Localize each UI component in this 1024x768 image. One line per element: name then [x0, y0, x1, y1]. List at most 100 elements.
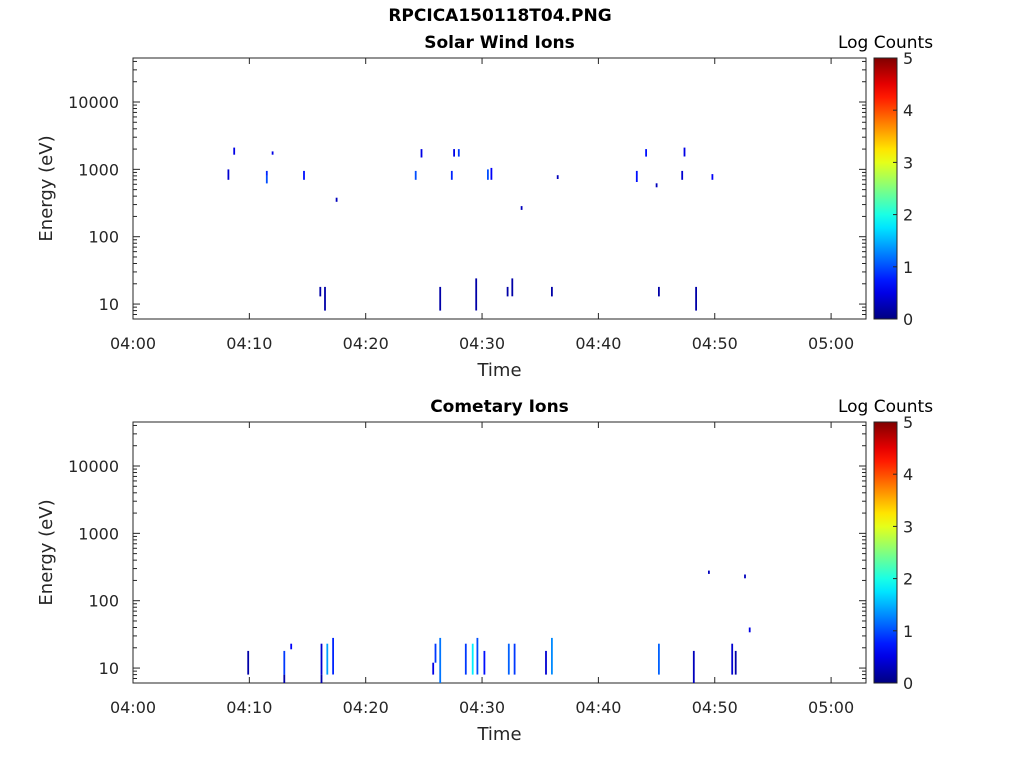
panel1-data-cell	[658, 286, 660, 297]
panel2-data-cell	[283, 650, 286, 675]
panel2-data-cell	[439, 637, 442, 683]
panel1-y-tick-label: 10	[99, 295, 119, 314]
panel2-y-tick-label: 10000	[68, 457, 119, 476]
panel2-data-cell	[513, 643, 516, 675]
figure-title: RPCICA150118T04.PNG	[388, 6, 612, 26]
panel2-colorbar	[873, 421, 898, 684]
panel2-colorbar-tick-label: 3	[903, 517, 913, 536]
panel1-data-cell	[265, 175, 268, 184]
panel2-colorbar-tick-label: 2	[903, 570, 913, 589]
panel1-data-cell	[324, 286, 326, 311]
panel1-colorbar	[873, 57, 898, 320]
panel2-y-tick-label: 100	[88, 592, 119, 611]
panel2-x-axis-label: Time	[476, 724, 521, 745]
panel1-data-cell	[487, 169, 489, 180]
panel2-y-tick-label: 1000	[78, 524, 119, 543]
panel1-colorbar-tick-label: 2	[903, 206, 913, 225]
panel1-data-cell	[450, 170, 453, 180]
panel1-y-tick-label: 1000	[78, 160, 119, 179]
panel2-y-tick-label: 10	[99, 659, 119, 678]
panel1-x-tick-label: 04:30	[459, 334, 505, 353]
panel2-colorbar-tick-label: 0	[903, 674, 913, 693]
panel2-data-cell	[290, 643, 293, 650]
panel2-axes	[132, 421, 867, 684]
panel1-data-cell	[457, 149, 460, 157]
panel1-title: Solar Wind Ions	[424, 33, 575, 53]
panel2-data-cell	[247, 650, 250, 675]
panel2-data-cell	[483, 650, 486, 675]
panel1-x-tick-label: 04:50	[692, 334, 738, 353]
panel2-data-cell	[692, 650, 695, 683]
panel2-data-cell	[464, 643, 467, 675]
panel1-data-cell	[303, 170, 305, 180]
panel1-data-cell	[271, 151, 274, 155]
panel1-data-cell	[681, 170, 684, 180]
panel2-data-cell	[283, 674, 286, 683]
panel2-data-cell	[326, 643, 329, 675]
panel2-data-cell	[734, 650, 737, 675]
panel1-y-axis-label: Energy (eV)	[36, 135, 57, 241]
panel1-data-cell	[511, 278, 514, 297]
panel1-colorbar-tick-label: 5	[903, 49, 913, 68]
panel1-data-cell	[655, 183, 658, 188]
panel2-x-tick-label: 04:40	[575, 698, 621, 717]
panel2-data-cell	[708, 570, 710, 574]
panel1-data-cell	[551, 286, 553, 297]
panel1-data-cell	[475, 278, 478, 311]
panel2-data-cell	[320, 643, 323, 675]
panel2-data-cell	[320, 674, 323, 683]
panel1-data-cell	[711, 174, 714, 180]
panel2-data-cell	[731, 643, 734, 675]
panel1-data-cell	[319, 286, 322, 297]
panel2-x-tick-label: 04:00	[110, 698, 156, 717]
panel1-x-tick-label: 04:40	[575, 334, 621, 353]
panel1-data-cell	[227, 169, 230, 180]
panel2-x-tick-label: 04:50	[692, 698, 738, 717]
panel1-data-cell	[556, 175, 559, 179]
panel1-data-cell	[335, 197, 338, 202]
panel1-data-cell	[453, 149, 455, 157]
panel1-data-cell	[490, 167, 493, 180]
panel2-data-cell	[744, 574, 746, 579]
panel2-data-cell	[434, 643, 437, 663]
panel2-data-cell	[545, 650, 547, 675]
panel1-x-tick-label: 04:10	[226, 334, 272, 353]
panel2-data-cell	[471, 643, 474, 675]
panel2-data-cell	[551, 637, 553, 675]
panel1-y-tick-label: 100	[88, 228, 119, 247]
panel1-axes	[132, 57, 867, 320]
panel1-data-cell	[645, 149, 647, 157]
panel2-colorbar-tick-label: 5	[903, 413, 913, 432]
panel2-data-cell	[476, 637, 479, 675]
panel1-x-tick-label: 04:00	[110, 334, 156, 353]
panel1-data-cell	[420, 149, 423, 158]
panel1-data-cell	[414, 170, 417, 180]
panel2-y-axis-label: Energy (eV)	[36, 499, 57, 605]
panel2-data-cell	[748, 627, 751, 633]
panel1-data-cell	[265, 170, 268, 176]
panel2-data-cell	[507, 643, 510, 675]
panel2-x-tick-label: 04:10	[226, 698, 272, 717]
panel2-data-cell	[332, 637, 334, 675]
panel1-colorbar-tick-label: 3	[903, 153, 913, 172]
panel2-title: Cometary Ions	[430, 397, 569, 417]
panel1-data-cell	[635, 170, 638, 182]
panel2-colorbar-label: Log Counts	[838, 397, 933, 417]
panel2-colorbar-tick-label: 4	[903, 465, 913, 484]
panel2-data-cell	[432, 662, 435, 675]
panel1-colorbar-tick-label: 0	[903, 310, 913, 329]
panel1-data-cell	[683, 147, 686, 157]
panel1-x-axis-label: Time	[476, 360, 521, 381]
panel2-colorbar-tick-label: 1	[903, 622, 913, 641]
panel1-colorbar-tick-label: 4	[903, 101, 913, 120]
panel1-x-tick-label: 04:20	[343, 334, 389, 353]
panel2-x-tick-label: 04:30	[459, 698, 505, 717]
panel1-data-cell	[520, 206, 523, 210]
panel1-data-cell	[506, 286, 509, 297]
panel1-data-cell	[439, 286, 442, 311]
panel1-y-tick-label: 10000	[68, 93, 119, 112]
panel1-data-cell	[695, 286, 697, 311]
panel2-x-tick-label: 05:00	[808, 698, 854, 717]
